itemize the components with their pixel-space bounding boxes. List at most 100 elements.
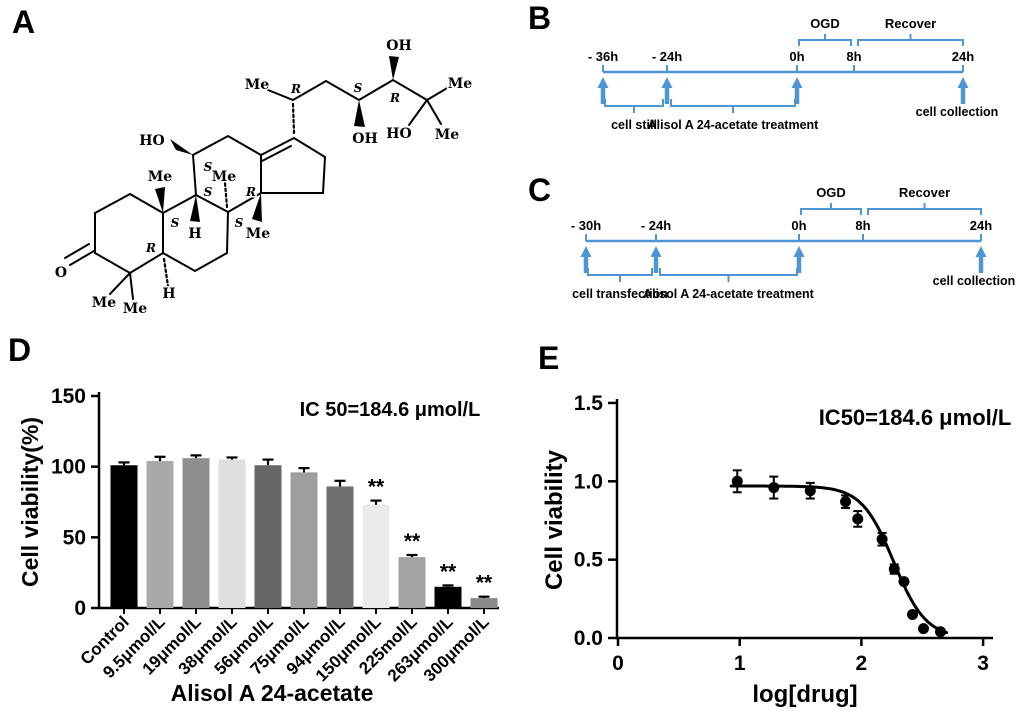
up-arrow-icon [661,77,673,88]
x-tick-label: 3 [977,652,989,675]
c14-methyl-wedge [252,193,262,222]
tick-label: 0h [789,49,804,64]
panel-d-bar-chart: 050100150Control9.5μmol/L19μmol/L38μmol/… [17,385,499,706]
y-tick-label: 50 [63,526,86,549]
y-tick-label: 0 [74,597,86,620]
bar [290,472,318,608]
c8-methyl-dashed-bond [223,181,229,209]
bar [182,458,210,608]
y-tick-label: 0.5 [574,549,604,572]
bar [146,461,174,608]
bar [218,459,246,608]
tick-label: - 24h [652,49,682,64]
panel-label-c: C [528,172,552,208]
c24-oh-wedge [389,56,399,80]
tick-label: 0h [791,218,806,233]
group-label: Me [92,295,116,311]
x-tick-label: 0 [612,652,624,675]
group-label: Me [148,169,172,185]
ring-b [162,193,230,273]
stereo-label: R [389,91,400,105]
stereo-label: S [204,160,213,174]
ketone-double-bond [64,243,95,266]
group-label: Me [123,301,147,317]
ring-d [260,136,327,194]
interval-bracket [587,268,653,282]
data-point [731,475,743,487]
up-arrow-icon [793,246,805,257]
phase-bracket [800,203,862,215]
group-label: OH [386,38,411,54]
stereo-label: R [145,241,156,255]
panel-b-timeline: - 36h - 24h 0h 8h 24h OGD Recover cell stillAli… [588,16,999,132]
data-point [935,626,947,638]
phase-bracket [867,203,982,215]
x-axis-title: Alisol A 24-acetate [171,680,374,706]
group-label: Me [435,127,459,143]
phase-bracket [857,34,964,46]
group-label: OH [352,131,377,147]
panel-label-a: A [12,4,36,40]
up-arrow-icon [580,246,592,257]
ring-c [191,134,262,213]
bar [326,486,354,608]
significance-stars: ** [440,560,457,583]
bar [398,557,426,608]
x-tick-label: 2 [856,652,868,675]
stereo-label: S [235,216,244,230]
tick-label: 8h [846,49,861,64]
side-chain [267,78,450,126]
panel-e-dose-response-chart: 0.0 0.5 1.0 1.5 0 1 2 3 IC50=184.6 μmol/L log[dru… [541,392,1012,708]
panel-c-timeline: - 30h - 24h 0h 8h 24h OGD Recover cell transfec… [571,185,1016,301]
data-point [840,496,852,508]
tick-label: - 24h [641,218,671,233]
c10-methyl-wedge [155,187,165,213]
c11-oh-wedge [170,139,193,155]
bar [434,586,462,608]
group-label: H [188,226,201,242]
ic50-annotation: IC50=184.6 μmol/L [819,405,1012,430]
phase-label: OGD [816,185,846,200]
data-point [898,576,910,588]
group-label: HO [139,133,164,149]
c17-c20-dashed-bond [291,102,296,135]
tick-label: 8h [855,218,870,233]
up-arrow-icon [597,77,609,88]
stereo-label: S [171,216,180,230]
y-tick-label: 1.0 [574,470,603,493]
stereo-label: R [245,185,256,199]
data-point [907,608,919,620]
c23-oh-wedge [354,100,365,127]
x-tick-label: 1 [734,652,746,675]
group-label: O [55,265,67,281]
interval-label: Alisol A 24-acetate treatment [643,287,814,301]
y-tick-label: 1.5 [574,392,604,415]
tick-label: 24h [952,49,974,64]
bar [470,598,498,608]
up-arrow-icon [650,246,662,257]
phase-label: OGD [810,16,840,31]
data-point [768,482,780,494]
y-tick-label: 150 [51,385,86,408]
data-point [888,563,900,575]
bar [254,465,282,608]
panel-label-d: D [8,332,32,368]
group-label: H [162,286,175,302]
data-point [917,623,929,635]
group-label: Me [448,76,472,92]
phase-label: Recover [899,185,950,200]
interval-label: Alisol A 24-acetate treatment [648,118,819,132]
interval-label: cell transfection [572,287,668,301]
interval-label: cell still [611,118,657,132]
up-arrow-icon [957,77,969,88]
gem-dimethyl-bonds [109,272,134,300]
c9-h-wedge [190,195,200,222]
interval-bracket [659,268,798,282]
stereo-label: R [290,82,301,96]
up-arrow-icon [975,246,987,257]
ic50-annotation: IC 50=184.6 μmol/L [300,399,481,421]
bar [362,504,390,608]
